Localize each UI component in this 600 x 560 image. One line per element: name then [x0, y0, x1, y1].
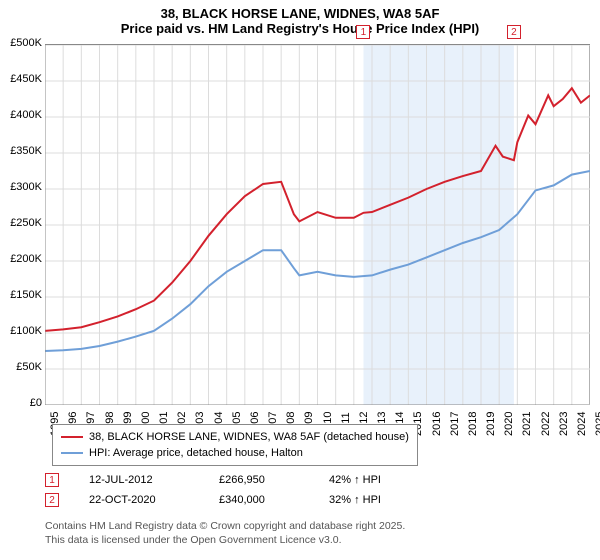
xtick-label: 2020	[503, 406, 515, 436]
ytick-label: £50K	[2, 361, 42, 373]
title-line1: 38, BLACK HORSE LANE, WIDNES, WA8 5AF	[0, 6, 600, 21]
sale-price-1: £340,000	[219, 494, 299, 506]
xtick-label: 2019	[485, 406, 497, 436]
chart-marker-1: 1	[356, 25, 370, 39]
sale-price-0: £266,950	[219, 474, 299, 486]
chart-svg	[45, 45, 590, 405]
ytick-label: £450K	[2, 73, 42, 85]
ytick-label: £0	[2, 397, 42, 409]
xtick-label: 2023	[558, 406, 570, 436]
xtick-label: 2021	[521, 406, 533, 436]
sale-date-0: 12-JUL-2012	[89, 474, 189, 486]
chart-marker-2: 2	[507, 25, 521, 39]
legend-item-0: 38, BLACK HORSE LANE, WIDNES, WA8 5AF (d…	[61, 429, 409, 445]
legend-label-0: 38, BLACK HORSE LANE, WIDNES, WA8 5AF (d…	[89, 431, 409, 443]
xtick-label: 2025	[594, 406, 600, 436]
xtick-label: 2024	[576, 406, 588, 436]
sale-marker-0: 1	[45, 473, 59, 487]
ytick-label: £250K	[2, 217, 42, 229]
sale-pct-0: 42% ↑ HPI	[329, 474, 381, 486]
ytick-label: £200K	[2, 253, 42, 265]
footer-line2: This data is licensed under the Open Gov…	[45, 534, 405, 548]
sale-date-1: 22-OCT-2020	[89, 494, 189, 506]
sales-block: 1 12-JUL-2012 £266,950 42% ↑ HPI 2 22-OC…	[45, 470, 381, 510]
ytick-label: £350K	[2, 145, 42, 157]
chart-container: 38, BLACK HORSE LANE, WIDNES, WA8 5AF Pr…	[0, 0, 600, 560]
footer: Contains HM Land Registry data © Crown c…	[45, 520, 405, 547]
ytick-label: £150K	[2, 289, 42, 301]
legend-label-1: HPI: Average price, detached house, Halt…	[89, 447, 303, 459]
xtick-label: 2022	[540, 406, 552, 436]
ytick-label: £400K	[2, 109, 42, 121]
ytick-label: £500K	[2, 37, 42, 49]
chart-area: 12	[45, 44, 590, 404]
xtick-label: 2018	[467, 406, 479, 436]
xtick-label: 2016	[431, 406, 443, 436]
sale-row-0: 1 12-JUL-2012 £266,950 42% ↑ HPI	[45, 470, 381, 490]
xtick-label: 2017	[449, 406, 461, 436]
legend: 38, BLACK HORSE LANE, WIDNES, WA8 5AF (d…	[52, 424, 418, 466]
sale-row-1: 2 22-OCT-2020 £340,000 32% ↑ HPI	[45, 490, 381, 510]
sale-marker-1: 2	[45, 493, 59, 507]
footer-line1: Contains HM Land Registry data © Crown c…	[45, 520, 405, 534]
legend-swatch-1	[61, 452, 83, 454]
ytick-label: £300K	[2, 181, 42, 193]
sale-pct-1: 32% ↑ HPI	[329, 494, 381, 506]
legend-swatch-0	[61, 436, 83, 438]
legend-item-1: HPI: Average price, detached house, Halt…	[61, 445, 409, 461]
ytick-label: £100K	[2, 325, 42, 337]
